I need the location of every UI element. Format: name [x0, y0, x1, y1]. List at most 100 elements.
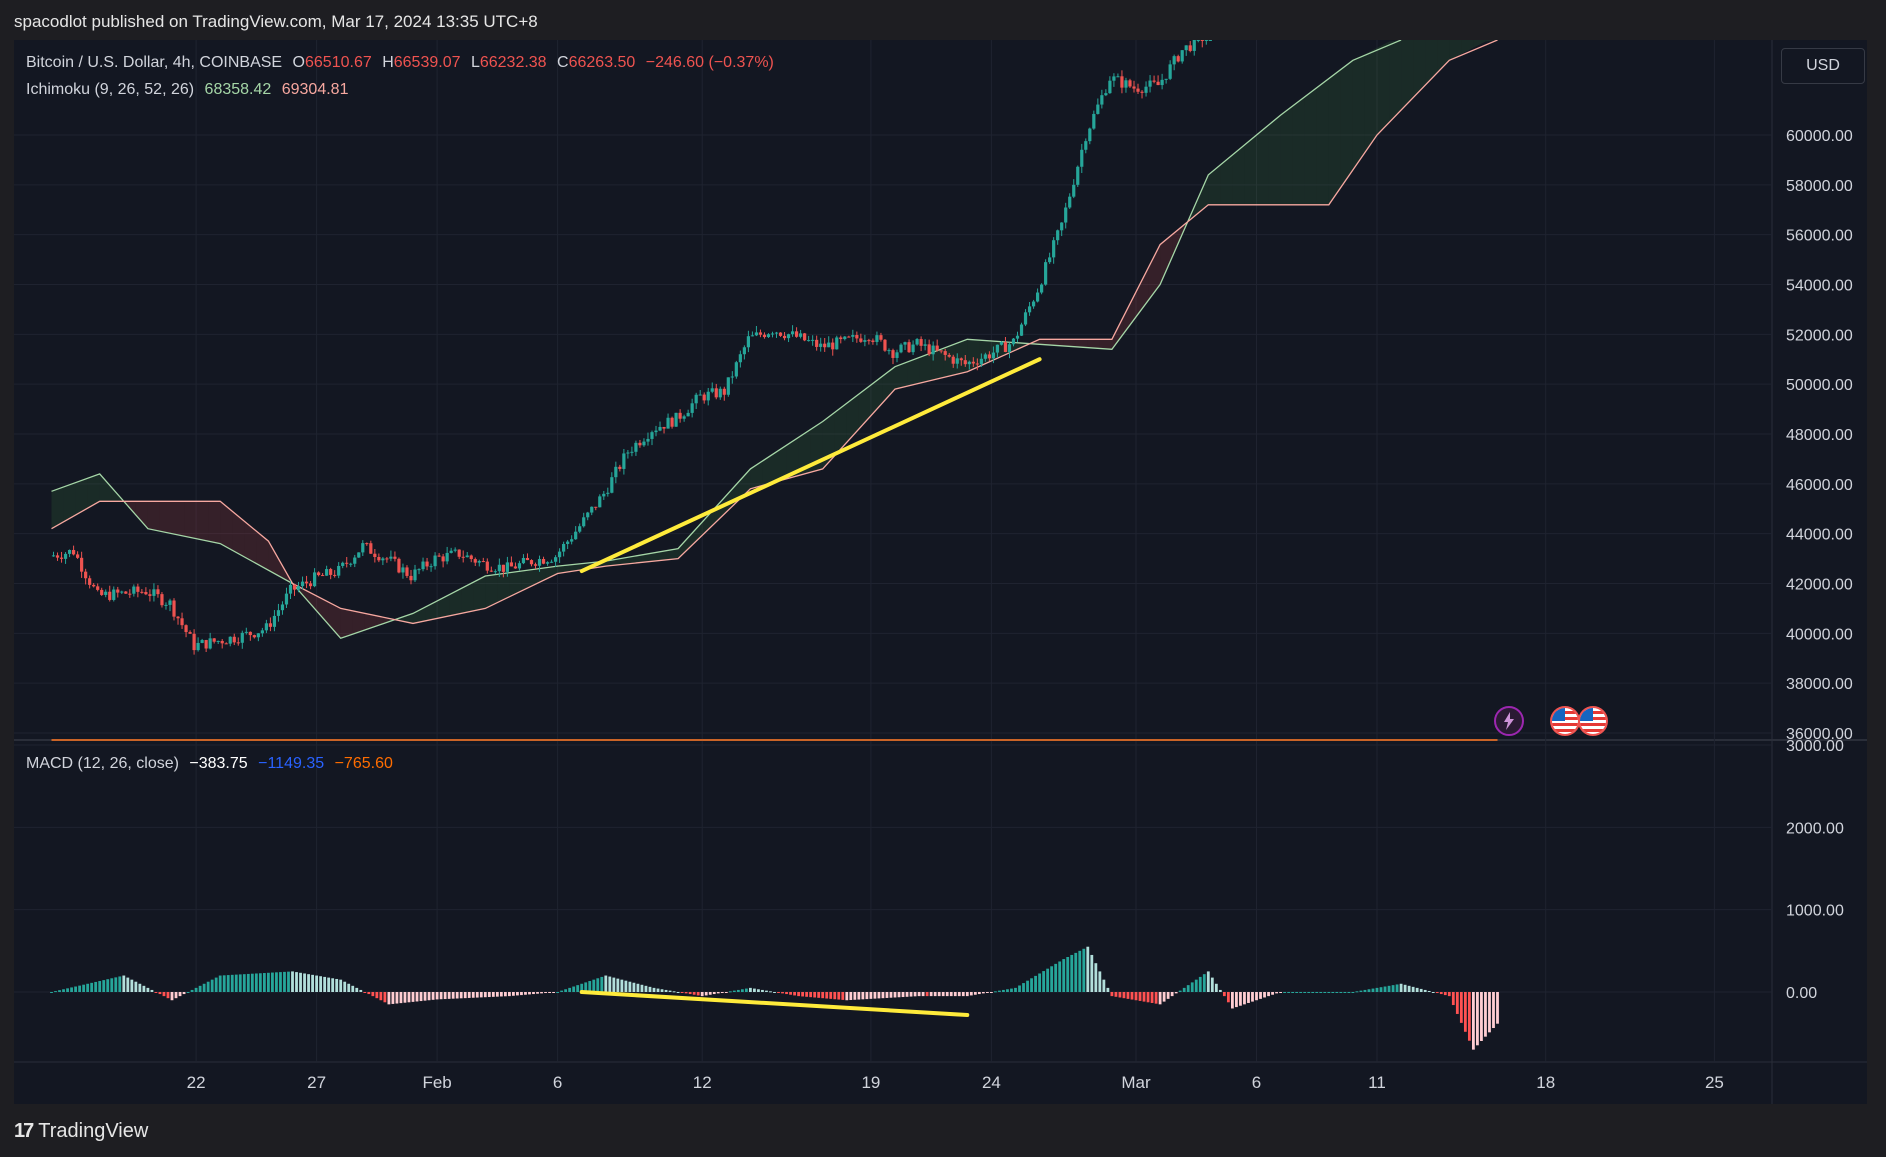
macd-histogram-bar: [451, 992, 455, 999]
candle-body: [690, 403, 694, 413]
candle-body: [252, 635, 256, 638]
macd-histogram-bar: [1295, 992, 1299, 993]
ichimoku-label[interactable]: Ichimoku (9, 26, 52, 26): [26, 81, 195, 98]
macd-histogram-bar: [395, 992, 399, 1004]
candle-body: [562, 543, 566, 552]
candle-body: [859, 338, 863, 342]
macd-histogram-bar: [250, 973, 254, 992]
macd-tick-label: 1000.00: [1786, 903, 1844, 920]
ichimoku-cloud-segment: [63, 482, 76, 522]
macd-histogram-bar: [1287, 992, 1291, 993]
macd-histogram-bar: [977, 992, 981, 995]
macd-histogram-bar: [825, 992, 829, 999]
macd-histogram-bar: [640, 984, 644, 992]
macd-histogram-bar: [1042, 971, 1046, 992]
candle-body: [1068, 196, 1072, 208]
macd-histogram-bar: [1174, 992, 1178, 994]
macd-histogram-bar: [110, 978, 114, 992]
candle-body: [393, 556, 397, 559]
candle-body: [100, 589, 104, 595]
macd-histogram-bar: [1327, 992, 1331, 993]
macd-histogram-bar: [612, 977, 616, 992]
candle-body: [120, 591, 124, 593]
chart-area[interactable]: 36000.00 38000.00 40000.00 42000.00 44000.00…: [14, 40, 1867, 1104]
macd-histogram-bar: [1279, 992, 1282, 993]
macd-histogram-bar: [90, 982, 94, 992]
ichimoku-cloud-segment: [159, 501, 172, 534]
chart-canvas[interactable]: 36000.00 38000.00 40000.00 42000.00 44000.00…: [14, 40, 1867, 1104]
ichimoku-cloud-segment: [1208, 164, 1221, 205]
macd-histogram-bar: [170, 992, 174, 1001]
ichimoku-cloud-segment: [99, 473, 112, 502]
macd-histogram-bar: [1142, 992, 1146, 1002]
macd-histogram-bar: [1463, 992, 1467, 1032]
candle-body: [244, 631, 248, 633]
candle-body: [734, 362, 738, 377]
macd-histogram-bar: [596, 978, 600, 992]
macd-histogram-bar: [1146, 992, 1150, 1003]
macd-histogram-bar: [1086, 946, 1090, 992]
candle-body: [429, 566, 433, 568]
candle-body: [1076, 166, 1080, 185]
candle-body: [722, 388, 726, 395]
candle-body: [650, 432, 654, 439]
macd-histogram-bar: [893, 992, 897, 998]
macd-histogram-bar: [1134, 992, 1138, 1001]
macd-histogram-bar: [1351, 992, 1355, 993]
ichimoku-cloud-segment: [220, 501, 233, 551]
candle-body: [256, 633, 260, 638]
candle-body: [353, 557, 357, 564]
ichimoku-cloud-segment: [1473, 40, 1486, 48]
macd-histogram-bar: [588, 981, 592, 992]
macd-histogram-bar: [463, 992, 467, 999]
candle-body: [389, 556, 393, 559]
macd-histogram-bar: [106, 979, 110, 992]
candle-body: [987, 354, 991, 359]
macd-histogram-bar: [1339, 992, 1343, 993]
candle-body: [84, 571, 88, 579]
macd-histogram-bar: [50, 992, 53, 993]
macd-label[interactable]: MACD (12, 26, close): [26, 755, 179, 772]
ichimoku-legend: Ichimoku (9, 26, 52, 26) 68358.42 69304.…: [26, 81, 354, 99]
candle-body: [1011, 338, 1016, 345]
candle-body: [417, 569, 421, 571]
candle-body: [1136, 88, 1140, 92]
macd-histogram-bar: [86, 983, 90, 992]
candle-body: [381, 558, 385, 561]
time-tick-label: 19: [861, 1073, 880, 1092]
lightning-icon[interactable]: [1494, 706, 1524, 736]
macd-histogram-bar: [126, 977, 130, 992]
currency-button[interactable]: USD: [1781, 48, 1865, 84]
macd-histogram-bar: [1415, 987, 1419, 992]
macd-histogram-bar: [965, 992, 969, 997]
macd-histogram-bar: [66, 988, 69, 992]
candle-body: [200, 640, 204, 643]
candle-body: [361, 543, 365, 553]
symbol-label[interactable]: Bitcoin / U.S. Dollar, 4h, COINBASE: [26, 54, 283, 71]
macd-histogram-bar: [1231, 992, 1234, 1009]
macd-histogram-bar: [1202, 974, 1206, 992]
candle-body: [116, 589, 120, 593]
candle-body: [1160, 79, 1164, 86]
macd-histogram-bar: [921, 992, 925, 997]
macd-histogram-bar: [1259, 992, 1262, 999]
ichimoku-cloud-segment: [882, 366, 895, 403]
tradingview-logo[interactable]: 17 TradingView: [14, 1120, 148, 1143]
macd-histogram-bar: [684, 992, 688, 994]
macd-histogram-bar: [636, 983, 640, 992]
us-flag-icon[interactable]: [1578, 706, 1608, 736]
us-flag-icon[interactable]: [1550, 706, 1580, 736]
candle-body: [851, 335, 855, 337]
macd-histogram-bar: [536, 992, 539, 994]
macd-histogram-bar: [483, 992, 487, 998]
macd-histogram-bar: [427, 992, 431, 1001]
macd-histogram-bar: [1480, 992, 1483, 1041]
macd-histogram-bar: [387, 992, 391, 1005]
macd-histogram-bar: [608, 976, 612, 992]
macd-histogram-bar: [1363, 989, 1367, 992]
macd-histogram-bar: [841, 992, 845, 1000]
candle-body: [730, 376, 734, 378]
candle-body: [770, 333, 775, 335]
price-tick-label: 60000.00: [1786, 128, 1853, 145]
candle-body: [140, 591, 144, 593]
